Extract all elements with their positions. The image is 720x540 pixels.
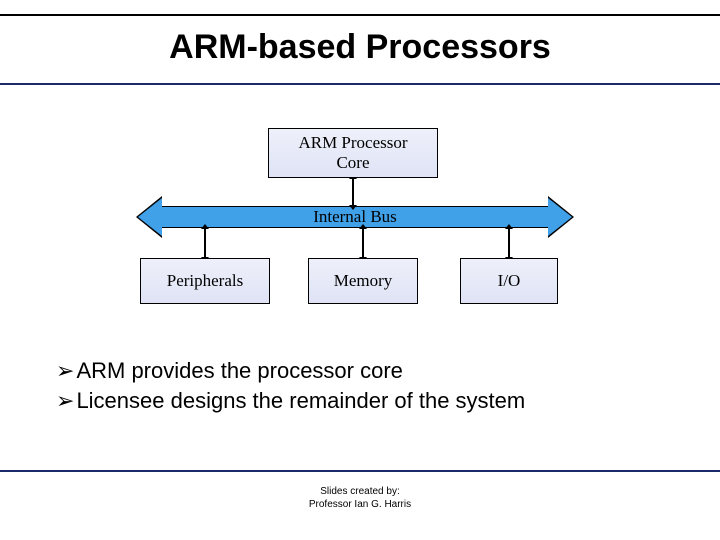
node-arm-core: ARM Processor Core xyxy=(268,128,438,178)
bus-arrow-right xyxy=(548,198,572,236)
footer-line: Professor Ian G. Harris xyxy=(0,499,720,512)
node-label: I/O xyxy=(498,271,521,291)
node-io: I/O xyxy=(460,258,558,304)
bus-label: Internal Bus xyxy=(300,207,410,227)
node-peripherals: Peripherals xyxy=(140,258,270,304)
bullet-list: ➢ ARM provides the processor core ➢ Lice… xyxy=(56,358,676,418)
architecture-diagram: Internal Bus ARM Processor Core Peripher… xyxy=(140,128,580,318)
title-block: ARM-based Processors xyxy=(0,14,720,85)
bullet-text: ARM provides the processor core xyxy=(76,358,402,384)
connector-cpu-bus xyxy=(352,178,354,206)
connector-bus-periph xyxy=(204,228,206,258)
footer-divider xyxy=(0,470,720,472)
list-item: ➢ ARM provides the processor core xyxy=(56,358,676,384)
node-label: ARM Processor xyxy=(298,133,407,153)
connector-bus-io xyxy=(508,228,510,258)
list-item: ➢ Licensee designs the remainder of the … xyxy=(56,388,676,414)
bullet-text: Licensee designs the remainder of the sy… xyxy=(76,388,525,414)
node-memory: Memory xyxy=(308,258,418,304)
node-label: Core xyxy=(336,153,369,173)
footer-line: Slides created by: xyxy=(0,486,720,499)
footer: Slides created by: Professor Ian G. Harr… xyxy=(0,486,720,511)
bullet-icon: ➢ xyxy=(56,358,74,384)
node-label: Memory xyxy=(334,271,393,291)
bus-arrow-left xyxy=(138,198,162,236)
connector-bus-mem xyxy=(362,228,364,258)
page-title: ARM-based Processors xyxy=(0,28,720,67)
node-label: Peripherals xyxy=(167,271,243,291)
bullet-icon: ➢ xyxy=(56,388,74,414)
